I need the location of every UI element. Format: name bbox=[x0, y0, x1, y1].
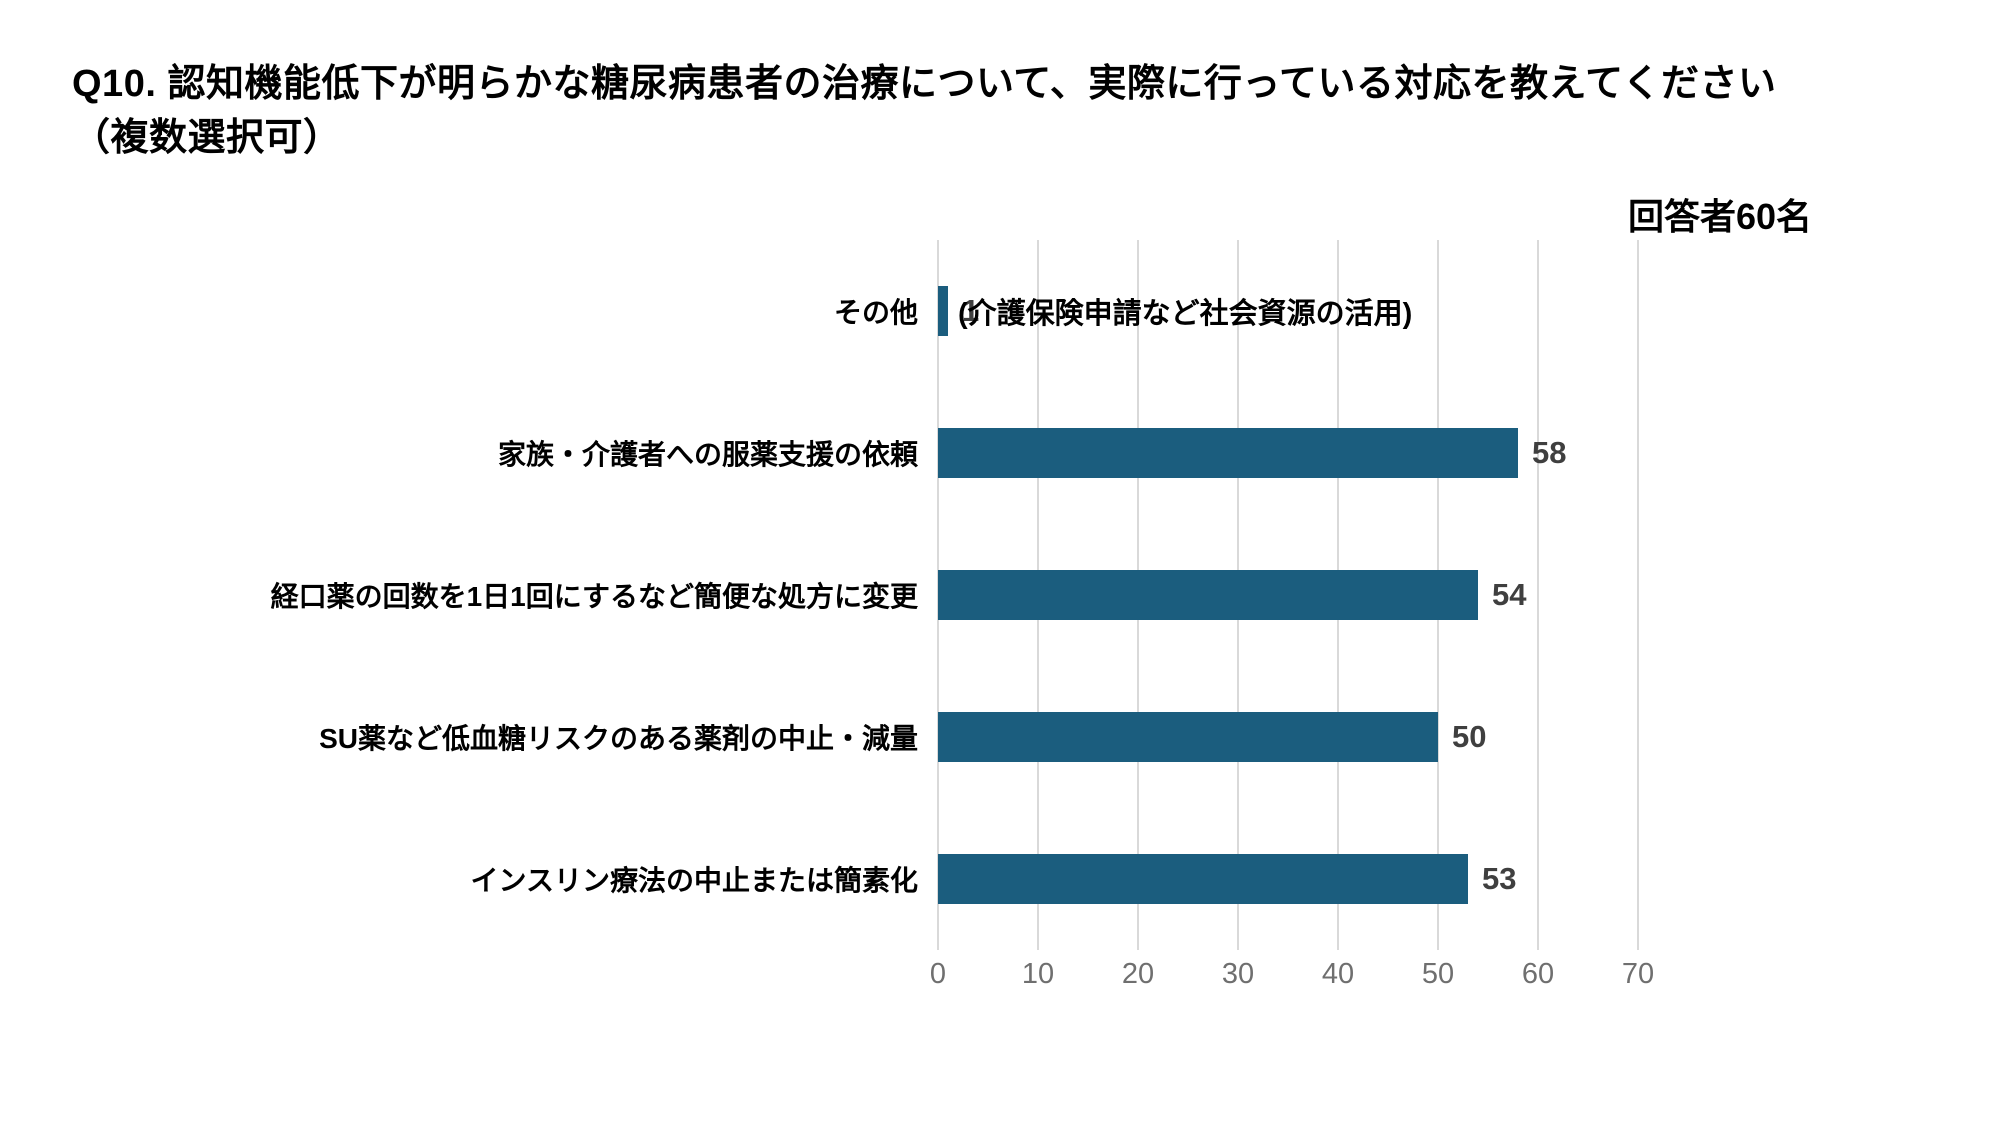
value-label-2: 54 bbox=[1492, 577, 1527, 612]
category-label-3: SU薬など低血糖リスクのある薬剤の中止・減量 bbox=[319, 723, 918, 754]
gridline-x-70 bbox=[1637, 240, 1639, 950]
category-label-2: 経口薬の回数を1日1回にするなど簡便な処方に変更 bbox=[270, 581, 918, 612]
category-label-1: 家族・介護者への服薬支援の依頼 bbox=[497, 439, 918, 470]
value-label-4: 53 bbox=[1482, 861, 1517, 896]
x-tick-label: 20 bbox=[1121, 958, 1155, 990]
x-tick-label: 60 bbox=[1521, 958, 1555, 990]
chart-title: Q10. 認知機能低下が明らかな糖尿病患者の治療について、実際に行っている対応を… bbox=[72, 63, 1777, 159]
x-tick-label: 30 bbox=[1221, 958, 1255, 990]
x-tick-label: 0 bbox=[929, 958, 947, 990]
x-tick-label: 40 bbox=[1321, 958, 1355, 990]
bar-2 bbox=[938, 570, 1478, 620]
bar-4 bbox=[938, 854, 1468, 904]
value-label-1: 58 bbox=[1532, 435, 1567, 470]
bar-1 bbox=[938, 428, 1518, 478]
respondent-count-note: 回答者60名 bbox=[1628, 196, 1813, 237]
gridline-x-60 bbox=[1537, 240, 1539, 950]
x-tick-label: 70 bbox=[1621, 958, 1655, 990]
x-tick-label: 50 bbox=[1421, 958, 1455, 990]
bar-3 bbox=[938, 712, 1438, 762]
category-label-4: インスリン療法の中止または簡素化 bbox=[470, 865, 918, 896]
category-axis: その他家族・介護者への服薬支援の依頼経口薬の回数を1日1回にするなど簡便な処方に… bbox=[0, 240, 918, 950]
category-label-0: その他 bbox=[833, 297, 918, 328]
x-axis: 0 10 20 30 40 50 60 70 bbox=[930, 958, 1654, 998]
plot-area: 1 58 54 50 53 (介護保険申請など社会資源の活用) bbox=[937, 240, 1639, 950]
value-label-0: 1 bbox=[962, 293, 980, 328]
value-label-3: 50 bbox=[1452, 719, 1487, 754]
x-tick-label: 10 bbox=[1021, 958, 1055, 990]
bar-0 bbox=[938, 286, 948, 336]
bar-annotation-0: (介護保険申請など社会資源の活用) bbox=[958, 298, 1413, 330]
